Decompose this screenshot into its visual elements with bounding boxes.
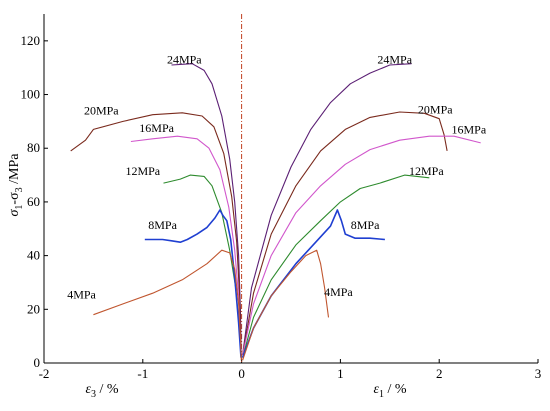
y-tick-label: 100 (21, 87, 41, 102)
y-tick-label: 60 (27, 194, 40, 209)
y-axis-label: σ1-σ3 /MPa (7, 153, 25, 217)
x-axis-label-right: ε1 / % (373, 382, 406, 400)
series-label-20mpa-right: 20MPa (418, 102, 453, 116)
x-tick-label: 2 (436, 366, 443, 381)
series-labels-group: 24MPa 24MPa 20MPa 20MPa 16MPa 16MPa 12MPa 12MPa… (67, 53, 487, 302)
series-label-24mpa-left: 24MPa (167, 53, 202, 67)
series-line-8mpa-right (241, 209, 385, 358)
series-group (70, 63, 481, 361)
series-label-20mpa-left: 20MPa (84, 104, 119, 118)
series-line-8mpa-left (144, 209, 242, 358)
series-label-24mpa-right: 24MPa (377, 53, 412, 67)
series-line-20mpa-right (242, 111, 448, 355)
series-line-4mpa-right (242, 249, 330, 361)
y-tick-label: 40 (27, 248, 40, 263)
series-label-16mpa-right: 16MPa (452, 122, 487, 136)
x-tick-label: -1 (137, 366, 148, 381)
x-tick-label: 3 (535, 366, 542, 381)
series-line-4mpa-left (93, 249, 242, 361)
series-label-8mpa-left: 8MPa (148, 218, 177, 232)
y-tick-label: 120 (21, 33, 41, 48)
series-line-20mpa-left (70, 112, 242, 355)
y-tick-label: 20 (27, 301, 40, 316)
x-tick-label: 0 (238, 366, 245, 381)
axes-group: -2 -1 0 1 2 3 0 20 40 60 80 100 120 (21, 14, 542, 381)
series-line-24mpa-right (242, 63, 412, 355)
series-label-8mpa-right: 8MPa (351, 218, 380, 232)
x-tick-label: 1 (337, 366, 344, 381)
y-tick-label: 0 (34, 355, 41, 370)
series-label-12mpa-right: 12MPa (409, 164, 444, 178)
y-tick-label: 80 (27, 140, 40, 155)
series-label-12mpa-left: 12MPa (125, 164, 160, 178)
series-label-16mpa-left: 16MPa (139, 121, 174, 135)
series-line-12mpa-right (242, 174, 430, 358)
x-axis-label-left: ε3 / % (85, 382, 118, 400)
series-label-4mpa-right: 4MPa (324, 285, 353, 299)
series-line-24mpa-left (171, 63, 242, 355)
series-line-16mpa-right (242, 135, 481, 356)
series-line-16mpa-left (130, 135, 242, 355)
x-tick-label: -2 (39, 366, 50, 381)
series-label-4mpa-left: 4MPa (67, 288, 96, 302)
